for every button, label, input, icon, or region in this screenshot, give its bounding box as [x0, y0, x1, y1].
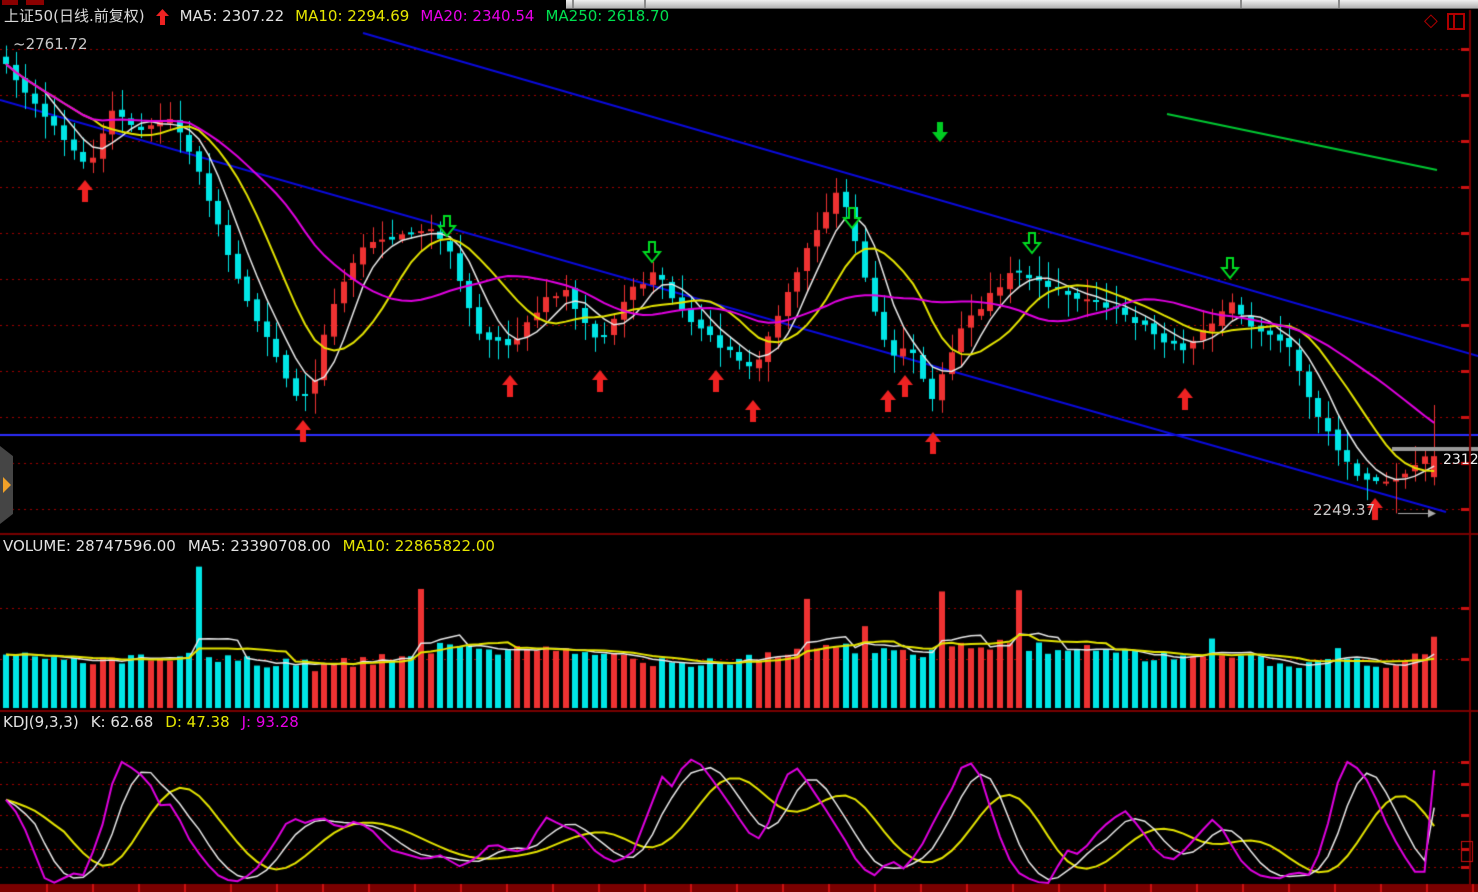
volume-ma10-label: MA10: 22865822.00: [342, 537, 495, 555]
page-title: 上证50(日线.前复权): [4, 7, 145, 25]
split-view-divider: [1453, 15, 1455, 28]
strip-notch: [572, 0, 574, 8]
strip-notch: [1240, 0, 1242, 8]
volume-label: VOLUME: 28747596.00: [3, 537, 176, 555]
ma250-label: MA250: 2618.70: [545, 7, 670, 25]
volume-ma5-label: MA5: 23390708.00: [187, 537, 331, 555]
split-view-icon[interactable]: [1447, 13, 1465, 30]
kdj-k-label: K: 62.68: [90, 713, 154, 731]
collapse-arrow-icon: [3, 477, 11, 493]
collapse-panel-handle[interactable]: [0, 446, 13, 524]
ma5-label: MA5: 2307.22: [179, 7, 285, 25]
window-corner-fragment: [2, 0, 18, 5]
window-corner-fragment: [26, 0, 44, 5]
ma10-label: MA10: 2294.69: [295, 7, 410, 25]
kdj-header: KDJ(9,3,3) K: 62.68 D: 47.38 J: 93.28: [3, 714, 299, 731]
ma20-label: MA20: 2340.54: [420, 7, 535, 25]
period-low-label: 2249.37: [1313, 501, 1376, 519]
period-high-label: ~2761.72: [13, 35, 88, 53]
kdj-d-label: D: 47.38: [165, 713, 230, 731]
kdj-label: KDJ(9,3,3): [3, 713, 79, 731]
last-price-label: 2312: [1443, 452, 1478, 468]
strip-notch: [1338, 0, 1340, 8]
volume-header: VOLUME: 28747596.00 MA5: 23390708.00 MA1…: [3, 538, 495, 555]
diamond-icon[interactable]: ◇: [1424, 10, 1438, 31]
strip-notch: [644, 0, 646, 8]
chart-header: 上证50(日线.前复权) MA5: 2307.22 MA10: 2294.69 …: [4, 8, 669, 25]
buy-signal-icon: [155, 8, 169, 25]
window-edge-strip: [566, 0, 1478, 9]
kdj-j-label: J: 93.28: [241, 713, 299, 731]
